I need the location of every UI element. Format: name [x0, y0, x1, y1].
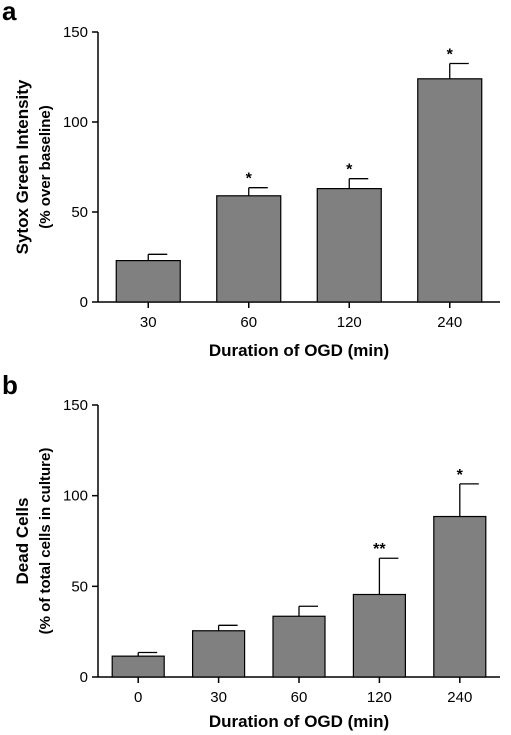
y-axis-title: Sytox Green Intensity [13, 79, 32, 254]
panel-letter: a [2, 0, 17, 26]
x-tick-label: 60 [240, 314, 257, 331]
bar [115, 260, 181, 303]
y-tick-label: 50 [71, 204, 88, 221]
bar [216, 195, 282, 303]
y-tick-label: 0 [80, 669, 88, 686]
bar [352, 593, 406, 678]
bar [111, 655, 165, 678]
y-tick-label: 0 [80, 294, 88, 311]
y-tick-label: 100 [63, 488, 88, 505]
x-tick-label: 120 [367, 689, 392, 706]
significance-marker: * [447, 47, 454, 64]
bar [433, 515, 487, 678]
panel-letter: b [2, 370, 18, 400]
y-axis-subtitle: (% over baseline) [37, 105, 54, 228]
y-tick-label: 50 [71, 578, 88, 595]
chart-panel-a: a 0 50 100 150 30 * 60 * 120 * 240 Duration of OGD (… [2, 0, 500, 360]
bar [417, 78, 483, 303]
x-tick-label: 30 [140, 314, 157, 331]
y-tick-label: 150 [63, 397, 88, 414]
x-axis-title: Duration of OGD (min) [209, 712, 389, 731]
significance-marker: * [457, 467, 464, 484]
significance-marker: * [346, 162, 353, 179]
x-axis-title: Duration of OGD (min) [209, 341, 389, 360]
y-axis-title: Dead Cells [13, 498, 32, 585]
x-tick-label: 240 [437, 314, 462, 331]
y-tick-label: 150 [63, 24, 88, 41]
x-tick-label: 240 [447, 689, 472, 706]
bar [192, 630, 246, 678]
significance-marker: ** [373, 541, 386, 558]
x-tick-label: 0 [134, 689, 142, 706]
x-tick-label: 60 [291, 689, 308, 706]
chart-panel-b: b 0 50 100 150 0 30 60 ** 120 * 240 Duration of OGD … [2, 370, 500, 731]
y-tick-label: 100 [63, 114, 88, 131]
bar [316, 188, 382, 303]
significance-marker: * [246, 171, 253, 188]
y-axis-subtitle: (% of total cells in culture) [37, 448, 54, 635]
bar [272, 615, 326, 678]
x-tick-label: 120 [337, 314, 362, 331]
x-tick-label: 30 [210, 689, 227, 706]
